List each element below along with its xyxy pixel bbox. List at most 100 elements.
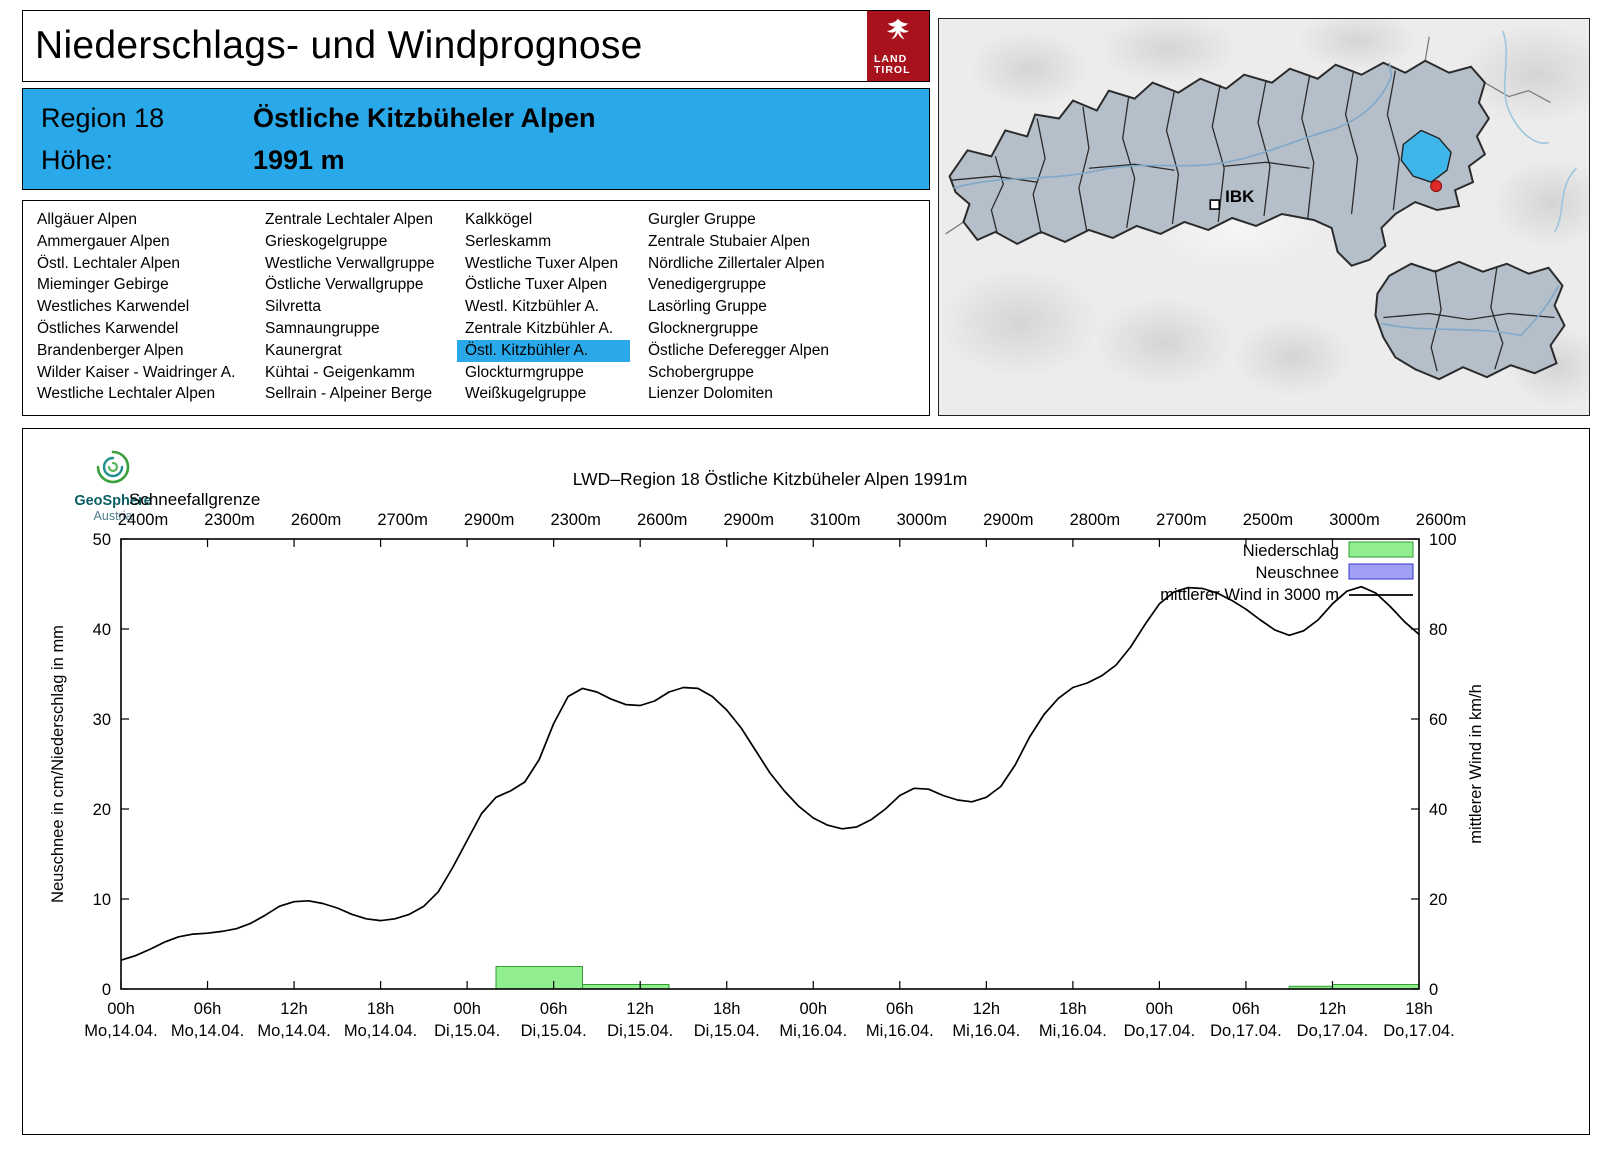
x-tick-time: 12h (626, 1000, 654, 1018)
region-list-item[interactable]: Allgäuer Alpen (37, 211, 137, 228)
geosphere-swirl-icon (96, 450, 130, 484)
selected-region-shape[interactable] (1400, 129, 1452, 183)
region-list-item[interactable]: Samnaungruppe (265, 319, 380, 337)
x-tick-date: Do,17.04. (1124, 1022, 1196, 1040)
region-list-item[interactable]: Kaunergrat (265, 341, 342, 359)
chart-title: LWD–Region 18 Östliche Kitzbüheler Alpen… (573, 469, 968, 489)
region-list-item[interactable]: Gurgler Gruppe (648, 211, 756, 228)
x-tick-date: Di,15.04. (607, 1022, 673, 1040)
region-list-item[interactable]: Grieskogelgruppe (265, 232, 388, 250)
x-tick-date: Di,15.04. (434, 1022, 500, 1040)
region-list-item[interactable]: Östliche Verwallgruppe (265, 276, 424, 294)
snowline-heading: Schneefallgrenze (129, 490, 260, 509)
snowline-value: 2900m (724, 511, 774, 529)
chart-legend: Niederschlag Neuschnee mittlerer Wind in 3… (1160, 541, 1414, 604)
region-list-item[interactable]: Kalkkögel (465, 211, 533, 228)
region-list-item[interactable]: Westliche Verwallgruppe (265, 254, 435, 272)
y-tick-left: 40 (93, 621, 111, 639)
region-list-item[interactable]: Westl. Kitzbühler A. (465, 298, 600, 316)
axis-labels: 00h Mo,14.04. 2400m 06h Mo,14.04. 2300m 12h Mo,… (84, 511, 1466, 1040)
y-tick-left: 20 (93, 801, 111, 819)
x-tick-time: 06h (540, 1000, 568, 1018)
x-tick-time: 06h (1232, 1000, 1260, 1018)
land-tirol-logo: LAND TIROL (867, 11, 929, 81)
region-list-item[interactable]: Brandenberger Alpen (37, 341, 184, 359)
legend-box-swatch (1348, 541, 1414, 558)
tirol-eagle-icon (886, 18, 910, 40)
region-number-label: Region 18 (41, 102, 165, 133)
x-tick-date: Di,15.04. (521, 1022, 587, 1040)
region-list-item-selected[interactable]: Östl. Kitzbühler A. (457, 339, 631, 362)
region-list-item[interactable]: Nördliche Zillertaler Alpen (648, 254, 825, 272)
map-rivers (953, 62, 1560, 337)
region-list-item[interactable]: Zentrale Kitzbühler A. (465, 319, 614, 337)
snowline-value: 2300m (550, 511, 600, 529)
snowline-value: 2700m (377, 511, 427, 529)
region-list-item[interactable]: Wilder Kaiser - Waidringer A. (37, 363, 236, 381)
region-list-item[interactable]: Westliche Lechtaler Alpen (37, 385, 216, 403)
region-list-item[interactable]: Östl. Lechtaler Alpen (37, 254, 181, 272)
region-list-column: Zentrale Lechtaler Alpen Grieskogelgruppe… (257, 209, 457, 415)
region-list-item[interactable]: Lienzer Dolomiten (648, 385, 773, 403)
region-list-item[interactable]: Silvretta (265, 298, 321, 316)
x-tick-date: Do,17.04. (1297, 1022, 1369, 1040)
y-tick-left: 10 (93, 891, 111, 909)
region-list-item[interactable]: Weißkugelgruppe (465, 385, 587, 403)
region-list-item[interactable]: Zentrale Stubaier Alpen (648, 232, 810, 250)
snowline-value: 2400m (118, 511, 168, 529)
x-tick-date: Mi,16.04. (779, 1022, 847, 1040)
legend-label: mittlerer Wind in 3000 m (1160, 586, 1339, 604)
x-tick-time: 12h (280, 1000, 308, 1018)
east-tirol-region-shape[interactable] (1374, 260, 1566, 381)
region-list-item[interactable]: Östliche Deferegger Alpen (648, 341, 829, 359)
ibk-marker: IBK (1209, 187, 1255, 210)
tirol-map-svg: IBK (939, 19, 1589, 415)
region-list-item[interactable]: Glocknergruppe (648, 319, 759, 337)
snowline-value: 3000m (897, 511, 947, 529)
region-list-item[interactable]: Lasörling Gruppe (648, 298, 767, 316)
region-list-item[interactable]: Ammergauer Alpen (37, 232, 170, 250)
region-list-item[interactable]: Serleskamm (465, 232, 552, 250)
snowline-value: 2900m (983, 511, 1033, 529)
region-list-item[interactable]: Westliche Tuxer Alpen (465, 254, 619, 272)
region-list-item[interactable]: Schobergruppe (648, 363, 754, 381)
snowline-value: 2600m (1416, 511, 1466, 529)
y-tick-right: 0 (1429, 981, 1438, 999)
x-tick-time: 00h (453, 1000, 481, 1018)
region-list-item[interactable]: Sellrain - Alpeiner Berge (265, 385, 433, 403)
precip-bars (495, 966, 1420, 990)
region-list-item[interactable]: Kühtai - Geigenkamm (265, 363, 415, 381)
snowline-value: 3100m (810, 511, 860, 529)
x-tick-time: 00h (107, 1000, 135, 1018)
y-tick-right: 60 (1429, 711, 1447, 729)
x-tick-time: 18h (1059, 1000, 1087, 1018)
page-title: Niederschlags- und Windprognose (35, 24, 643, 67)
land-tirol-wordmark: LAND TIROL (874, 53, 911, 76)
region-list-item[interactable]: Östliche Tuxer Alpen (465, 276, 608, 294)
station-dot (1430, 180, 1443, 193)
x-tick-date: Do,17.04. (1210, 1022, 1282, 1040)
x-tick-date: Mi,16.04. (952, 1022, 1020, 1040)
geosphere-name: GeoSphere (74, 493, 152, 509)
y-tick-left: 0 (102, 981, 111, 999)
region-list-item[interactable]: Mieminger Gebirge (37, 276, 169, 294)
region-list-item[interactable]: Zentrale Lechtaler Alpen (265, 211, 434, 228)
y-tick-left: 30 (93, 711, 111, 729)
x-tick-date: Do,17.04. (1383, 1022, 1455, 1040)
region-list-item[interactable]: Venedigergruppe (648, 276, 767, 294)
region-list-item[interactable]: Östliches Karwendel (37, 319, 179, 337)
x-tick-date: Mo,14.04. (344, 1022, 417, 1040)
ibk-label: IBK (1225, 187, 1255, 206)
snowline-value: 3000m (1329, 511, 1379, 529)
tirol-map[interactable]: IBK (938, 18, 1590, 416)
map-terrain (939, 19, 1589, 408)
x-tick-date: Mi,16.04. (1039, 1022, 1107, 1040)
x-tick-time: 12h (973, 1000, 1001, 1018)
region-list-item[interactable]: Westliches Karwendel (37, 298, 190, 316)
snowline-value: 2600m (291, 511, 341, 529)
forecast-chart: GeoSphere Austria 00h Mo,14.04. 2400m 06h Mo… (22, 428, 1590, 1135)
region-list-item[interactable]: Glockturmgruppe (465, 363, 584, 381)
left-axis-title: Neuschnee in cm/Niederschlag in mm (49, 625, 67, 903)
region-list-column: Gurgler Gruppe Zentrale Stubaier Alpen Nör… (640, 209, 929, 415)
x-tick-date: Mi,16.04. (866, 1022, 934, 1040)
